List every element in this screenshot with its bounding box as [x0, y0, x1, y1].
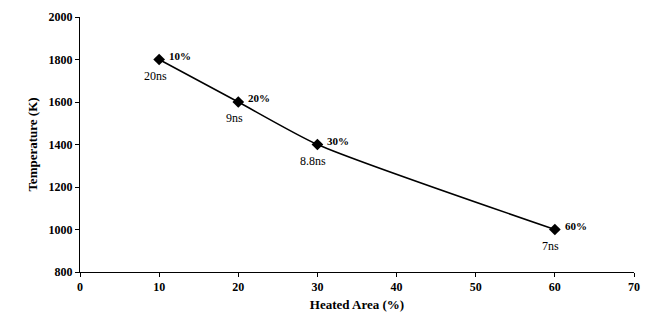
svg-text:0: 0	[77, 280, 83, 294]
svg-text:50: 50	[470, 280, 482, 294]
svg-text:7ns: 7ns	[542, 239, 559, 253]
svg-text:Heated Area (%): Heated Area (%)	[310, 297, 404, 312]
svg-text:70: 70	[628, 280, 640, 294]
svg-text:1000: 1000	[49, 223, 73, 237]
svg-text:8.8ns: 8.8ns	[300, 154, 326, 168]
svg-text:30%: 30%	[327, 135, 349, 147]
svg-text:1400: 1400	[49, 138, 73, 152]
svg-text:60: 60	[549, 280, 561, 294]
svg-text:10: 10	[153, 280, 165, 294]
svg-text:Temperature (K): Temperature (K)	[25, 97, 40, 191]
svg-text:9ns: 9ns	[226, 111, 243, 125]
svg-text:10%: 10%	[169, 50, 191, 62]
svg-text:20: 20	[232, 280, 244, 294]
svg-text:30: 30	[311, 280, 323, 294]
svg-text:60%: 60%	[565, 220, 587, 232]
svg-text:1800: 1800	[49, 53, 73, 67]
svg-text:800: 800	[55, 265, 73, 279]
svg-text:40: 40	[391, 280, 403, 294]
svg-text:2000: 2000	[49, 10, 73, 24]
svg-text:1200: 1200	[49, 180, 73, 194]
svg-text:20%: 20%	[248, 92, 270, 104]
svg-text:20ns: 20ns	[144, 69, 167, 83]
svg-text:1600: 1600	[49, 95, 73, 109]
